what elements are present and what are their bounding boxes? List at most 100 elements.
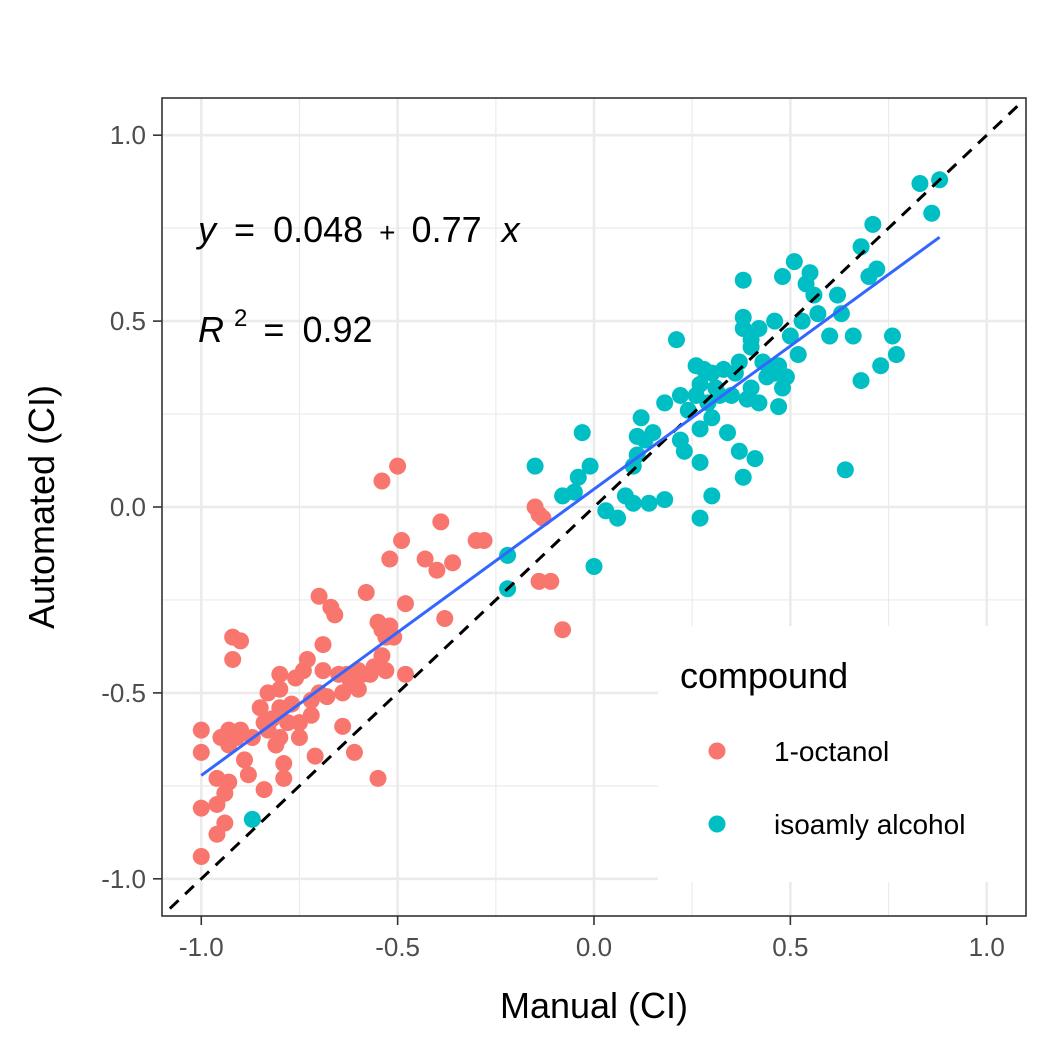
- data-point: [526, 457, 544, 475]
- data-point: [581, 457, 599, 475]
- data-point: [809, 305, 827, 323]
- r-squared-exponent: 2: [234, 305, 247, 332]
- equation-slope: 0.77: [412, 209, 482, 250]
- data-point: [554, 621, 572, 639]
- data-point: [542, 572, 560, 590]
- data-point: [396, 665, 414, 683]
- legend-key-1-octanol: [708, 742, 726, 760]
- equation-equals: =: [234, 209, 255, 250]
- data-point: [742, 338, 760, 356]
- series-isoamly-alcohol: [243, 171, 949, 828]
- data-point: [774, 267, 792, 285]
- data-point: [416, 550, 434, 568]
- data-point: [777, 368, 795, 386]
- data-point: [789, 346, 807, 364]
- data-point: [844, 327, 862, 345]
- equation-x-symbol: x: [500, 209, 522, 250]
- y-tick-label: 1.0: [110, 120, 146, 150]
- data-points: [192, 171, 949, 866]
- x-tick-label: -0.5: [375, 932, 420, 962]
- data-point: [691, 509, 709, 527]
- data-point: [373, 647, 391, 665]
- data-point: [432, 513, 450, 531]
- data-point: [801, 264, 819, 282]
- data-point: [719, 424, 737, 442]
- data-point: [243, 810, 261, 828]
- data-point: [770, 398, 788, 416]
- data-point: [302, 706, 320, 724]
- data-point: [609, 509, 627, 527]
- data-point: [345, 743, 363, 761]
- data-point: [828, 286, 846, 304]
- data-point: [318, 688, 336, 706]
- data-point: [746, 450, 764, 468]
- data-point: [750, 320, 768, 338]
- data-point: [864, 215, 882, 233]
- reference-lines: [168, 100, 1024, 910]
- data-point: [279, 714, 297, 732]
- data-point: [883, 327, 901, 345]
- data-point: [428, 561, 446, 579]
- data-point: [691, 453, 709, 471]
- data-point: [632, 409, 650, 427]
- data-point: [192, 721, 210, 739]
- data-point: [832, 305, 850, 323]
- data-point: [703, 487, 721, 505]
- data-point: [251, 699, 269, 717]
- data-point: [377, 662, 395, 680]
- x-tick-label: 0.0: [576, 932, 612, 962]
- y-tick-label: 0.0: [110, 492, 146, 522]
- data-point: [730, 442, 748, 460]
- data-point: [389, 457, 407, 475]
- data-point: [734, 468, 752, 486]
- data-point: [530, 572, 548, 590]
- data-point: [872, 357, 890, 375]
- r-squared-text: R 2 = 0.92: [198, 293, 373, 350]
- data-point: [224, 650, 242, 668]
- identity-line: [168, 100, 1024, 910]
- data-point: [381, 550, 399, 568]
- data-point: [298, 650, 316, 668]
- y-tick-label: -1.0: [101, 864, 146, 894]
- data-point: [667, 331, 685, 349]
- data-point: [220, 773, 238, 791]
- data-point: [573, 424, 591, 442]
- data-point: [499, 546, 517, 564]
- y-tick-label: -0.5: [101, 678, 146, 708]
- data-point: [290, 729, 308, 747]
- data-point: [781, 327, 799, 345]
- data-point: [691, 420, 709, 438]
- data-point: [742, 379, 760, 397]
- data-point: [868, 260, 886, 278]
- data-point: [436, 610, 454, 628]
- data-point: [239, 766, 257, 784]
- data-point: [275, 769, 293, 787]
- data-point: [656, 394, 674, 412]
- data-point: [475, 531, 493, 549]
- fit-line: [200, 235, 941, 777]
- data-point: [314, 662, 332, 680]
- data-point: [235, 751, 253, 769]
- legend-label-isoamly-alcohol: isoamly alcohol: [774, 809, 965, 840]
- data-point: [675, 442, 693, 460]
- r-squared-r-symbol: R: [198, 309, 224, 350]
- data-point: [821, 327, 839, 345]
- data-point: [640, 494, 658, 512]
- data-point: [691, 375, 709, 393]
- data-point: [671, 386, 689, 404]
- equation-text: y = 0.048 + 0.77 x: [195, 209, 522, 250]
- equation-y-symbol: y: [195, 209, 218, 250]
- data-point: [805, 286, 823, 304]
- x-tick-label: -1.0: [179, 932, 224, 962]
- data-point: [396, 595, 414, 613]
- data-point: [750, 394, 768, 412]
- legend-label-1-octanol: 1-octanol: [774, 736, 889, 767]
- data-point: [271, 665, 289, 683]
- data-point: [369, 769, 387, 787]
- data-point: [232, 632, 250, 650]
- data-point: [911, 175, 929, 193]
- data-point: [836, 461, 854, 479]
- data-point: [585, 557, 603, 575]
- grid-lines: [162, 98, 1026, 916]
